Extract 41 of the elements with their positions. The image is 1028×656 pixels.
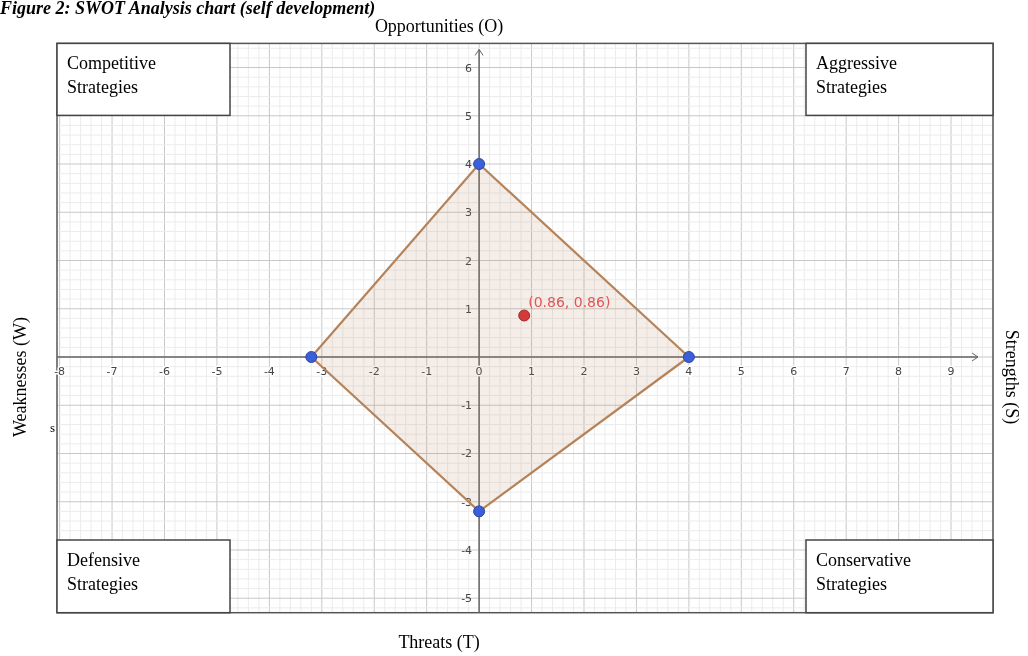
x-tick-label: 8 xyxy=(895,365,903,378)
x-tick-label: -1 xyxy=(421,365,433,378)
y2-axis-title: Strengths (S) xyxy=(1001,329,1022,425)
x-tick-label: -5 xyxy=(211,365,223,378)
x-tick-label: 9 xyxy=(947,365,955,378)
y-tick-label: 2 xyxy=(465,254,473,268)
x-tick-label: 1 xyxy=(528,365,536,378)
annotation: Conservative Strategies xyxy=(816,550,911,594)
x-tick-label: 2 xyxy=(580,365,588,378)
y-tick-label: 4 xyxy=(465,158,473,172)
chart-title: Figure 2: SWOT Analysis chart (self development) xyxy=(0,0,376,19)
point xyxy=(682,351,695,363)
y-tick-label: -4 xyxy=(461,543,473,557)
annotation: Aggressive Strategies xyxy=(816,53,897,98)
x-tick-label: 5 xyxy=(737,365,745,378)
y-tick-label: 1 xyxy=(465,302,473,316)
x2-axis-title: Opportunities (O) xyxy=(374,16,504,37)
point xyxy=(518,309,531,322)
point xyxy=(473,158,486,170)
x-tick-label: -6 xyxy=(159,365,170,378)
annotation: Defensive Strategies xyxy=(67,550,140,594)
annotation: (0.86, 0.86) xyxy=(528,293,611,310)
y-tick-label: 5 xyxy=(465,109,473,123)
x-tick-label: -4 xyxy=(263,365,275,378)
point xyxy=(305,351,318,363)
annotation: Competitive Strategies xyxy=(67,53,156,98)
x-tick-label: 7 xyxy=(842,365,850,378)
point xyxy=(473,505,486,518)
x-tick-label: -7 xyxy=(106,365,118,378)
y-tick-label: -2 xyxy=(461,447,473,461)
y-tick-label: 3 xyxy=(465,206,473,220)
x-tick-label: 3 xyxy=(632,365,640,378)
x-tick-label: -2 xyxy=(368,365,380,378)
y-tick-label: -1 xyxy=(461,399,473,413)
x-axis-title: Threats (T) xyxy=(398,632,480,653)
text: s xyxy=(50,420,56,435)
y-tick-label: -5 xyxy=(461,592,473,606)
y-axis-title: Weaknesses (W) xyxy=(10,316,31,437)
x-tick-label: 4 xyxy=(685,365,693,378)
x-tick-label: 6 xyxy=(790,365,798,378)
y-tick-label: 6 xyxy=(465,61,473,75)
